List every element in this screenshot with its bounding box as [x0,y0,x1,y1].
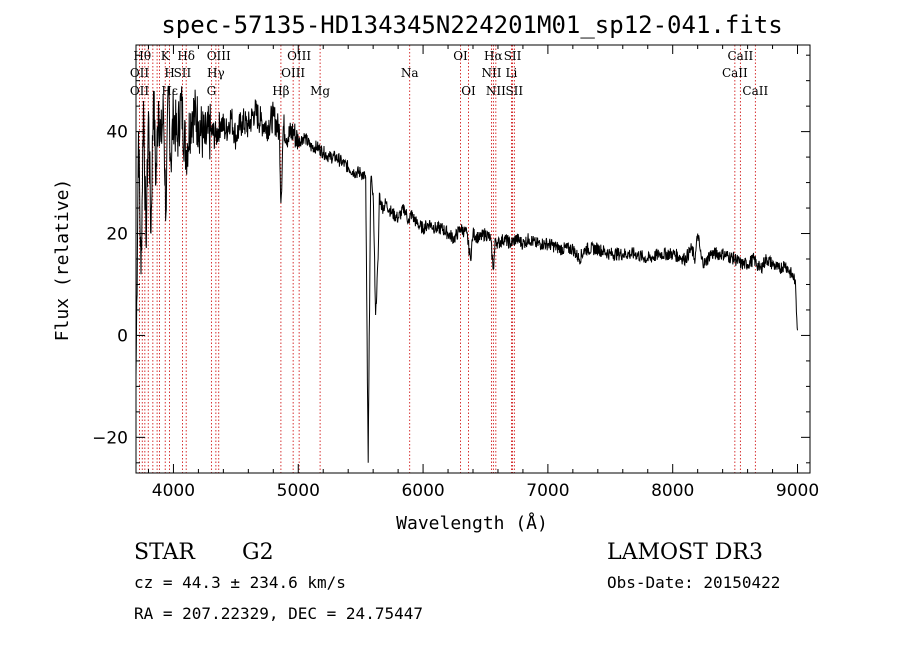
y-axis-label: Flux (relative) [52,179,73,342]
line-label: SII [504,49,522,63]
line-label: Hγ [207,66,225,80]
y-tick-label: −20 [92,428,128,448]
line-label: Mg [310,84,330,98]
redshift-info: cz = 44.3 ± 234.6 km/s [134,573,346,592]
line-label: OIII [207,49,231,63]
line-label: CaII [742,84,768,98]
survey-name: LAMOST DR3 [607,540,763,565]
x-tick-label: 8000 [651,481,694,501]
x-tick-label: 6000 [401,481,444,501]
line-label: Hα [484,49,503,63]
x-tick-label: 4000 [152,481,195,501]
line-label: Na [401,66,419,80]
line-label: G [207,84,217,98]
spectrum-series-line [135,85,798,463]
line-label: OI [453,49,468,63]
x-tick-label: 5000 [277,481,320,501]
line-label: NII [486,84,506,98]
axis-tick-labels: 4000 5000 6000 7000 8000 9000 −20 0 20 40 [92,123,819,501]
line-label: CaII [727,49,753,63]
y-tick-label: 20 [106,225,128,245]
obs-date: Obs-Date: 20150422 [607,573,780,592]
line-label: SII [505,84,523,98]
x-tick-label: 7000 [526,481,569,501]
line-label: Hβ [272,84,289,98]
line-label: OIII [287,49,311,63]
line-label: OIII [281,66,305,80]
spectral-line-labels: Hθ OII OII KH Hε Hδ SII OIII Hγ G OIII OIII Hβ Mg Na OI… [130,49,769,98]
y-tick-label: 40 [106,123,128,143]
line-label: Li [506,66,518,80]
line-label: NII [481,66,501,80]
line-label: Hδ [177,49,195,63]
object-class: STAR [134,540,196,565]
axis-ticks [136,45,810,473]
line-label: OII [130,84,150,98]
line-label: SII [174,66,192,80]
x-tick-label: 9000 [776,481,819,501]
line-label: Hε [161,84,178,98]
chart-title: spec-57135-HD134345N224201M01_sp12-041.f… [161,11,782,39]
y-tick-label: 0 [117,326,128,346]
line-label: K [161,49,171,63]
line-label: OI [461,84,476,98]
object-subclass: G2 [242,540,274,565]
spectral-line-markers [139,45,756,473]
line-label: OII [130,66,150,80]
ra-dec-info: RA = 207.22329, DEC = 24.75447 [134,604,423,623]
line-label: H [164,66,174,80]
line-label: Hθ [133,49,151,63]
line-label: CaII [722,66,748,80]
x-axis-label: Wavelength (Å) [396,512,548,534]
